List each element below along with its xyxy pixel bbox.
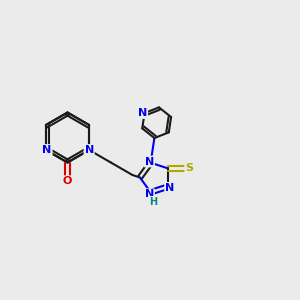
Text: N: N: [85, 145, 94, 155]
Text: N: N: [145, 157, 154, 166]
Text: N: N: [43, 145, 52, 155]
Text: N: N: [138, 108, 147, 118]
Text: N: N: [145, 189, 154, 199]
Text: N: N: [165, 183, 174, 193]
Text: H: H: [149, 197, 157, 207]
Text: S: S: [185, 164, 193, 173]
Text: O: O: [63, 176, 72, 186]
